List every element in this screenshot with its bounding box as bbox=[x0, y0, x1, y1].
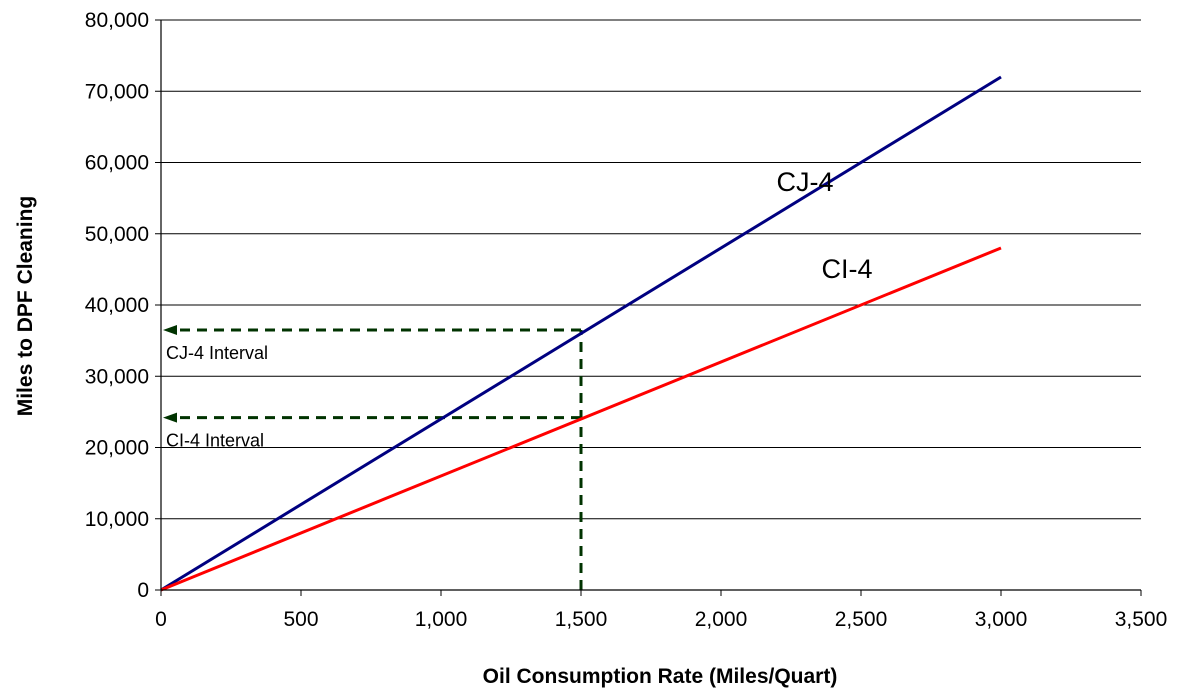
series-label: CJ-4 bbox=[776, 167, 833, 197]
y-axis-title: Miles to DPF Cleaning bbox=[14, 196, 37, 417]
axes bbox=[155, 19, 1142, 596]
x-axis-title: Oil Consumption Rate (Miles/Quart) bbox=[483, 665, 838, 688]
y-tick-label: 30,000 bbox=[85, 365, 149, 388]
y-tick-label: 10,000 bbox=[85, 508, 149, 531]
x-tick-label: 3,000 bbox=[975, 608, 1028, 631]
series-label: CI-4 bbox=[821, 254, 872, 284]
tick-labels: 0 10,000 20,000 30,000 40,000 50,000 60,000 70,… bbox=[85, 9, 1168, 631]
x-tick-label: 2,500 bbox=[835, 608, 888, 631]
grid-lines bbox=[161, 19, 1141, 520]
interval-arrowhead bbox=[163, 412, 177, 423]
x-tick-label: 1,500 bbox=[555, 608, 608, 631]
x-tick-label: 3,500 bbox=[1115, 608, 1168, 631]
x-tick-label: 2,000 bbox=[695, 608, 748, 631]
y-tick-label: 50,000 bbox=[85, 223, 149, 246]
series-line bbox=[160, 75, 1002, 592]
interval-label: CJ-4 Interval bbox=[166, 343, 268, 363]
x-tick-label: 0 bbox=[155, 608, 167, 631]
x-tick-label: 500 bbox=[283, 608, 318, 631]
interval-arrowhead bbox=[163, 324, 177, 335]
interval-label: CI-4 Interval bbox=[166, 431, 264, 451]
y-tick-label: 80,000 bbox=[85, 9, 149, 32]
x-tick-label: 1,000 bbox=[415, 608, 468, 631]
annotations: CJ-4 Interval CI-4 Interval CJ-4 CI-4 bbox=[166, 167, 873, 451]
interval-guides bbox=[163, 324, 583, 590]
y-tick-label: 60,000 bbox=[85, 152, 149, 175]
y-tick-label: 40,000 bbox=[85, 294, 149, 317]
series-line bbox=[160, 246, 1002, 592]
y-tick-label: 20,000 bbox=[85, 437, 149, 460]
y-tick-label: 0 bbox=[137, 579, 149, 602]
y-tick-label: 70,000 bbox=[85, 80, 149, 103]
series-lines bbox=[160, 75, 1002, 592]
